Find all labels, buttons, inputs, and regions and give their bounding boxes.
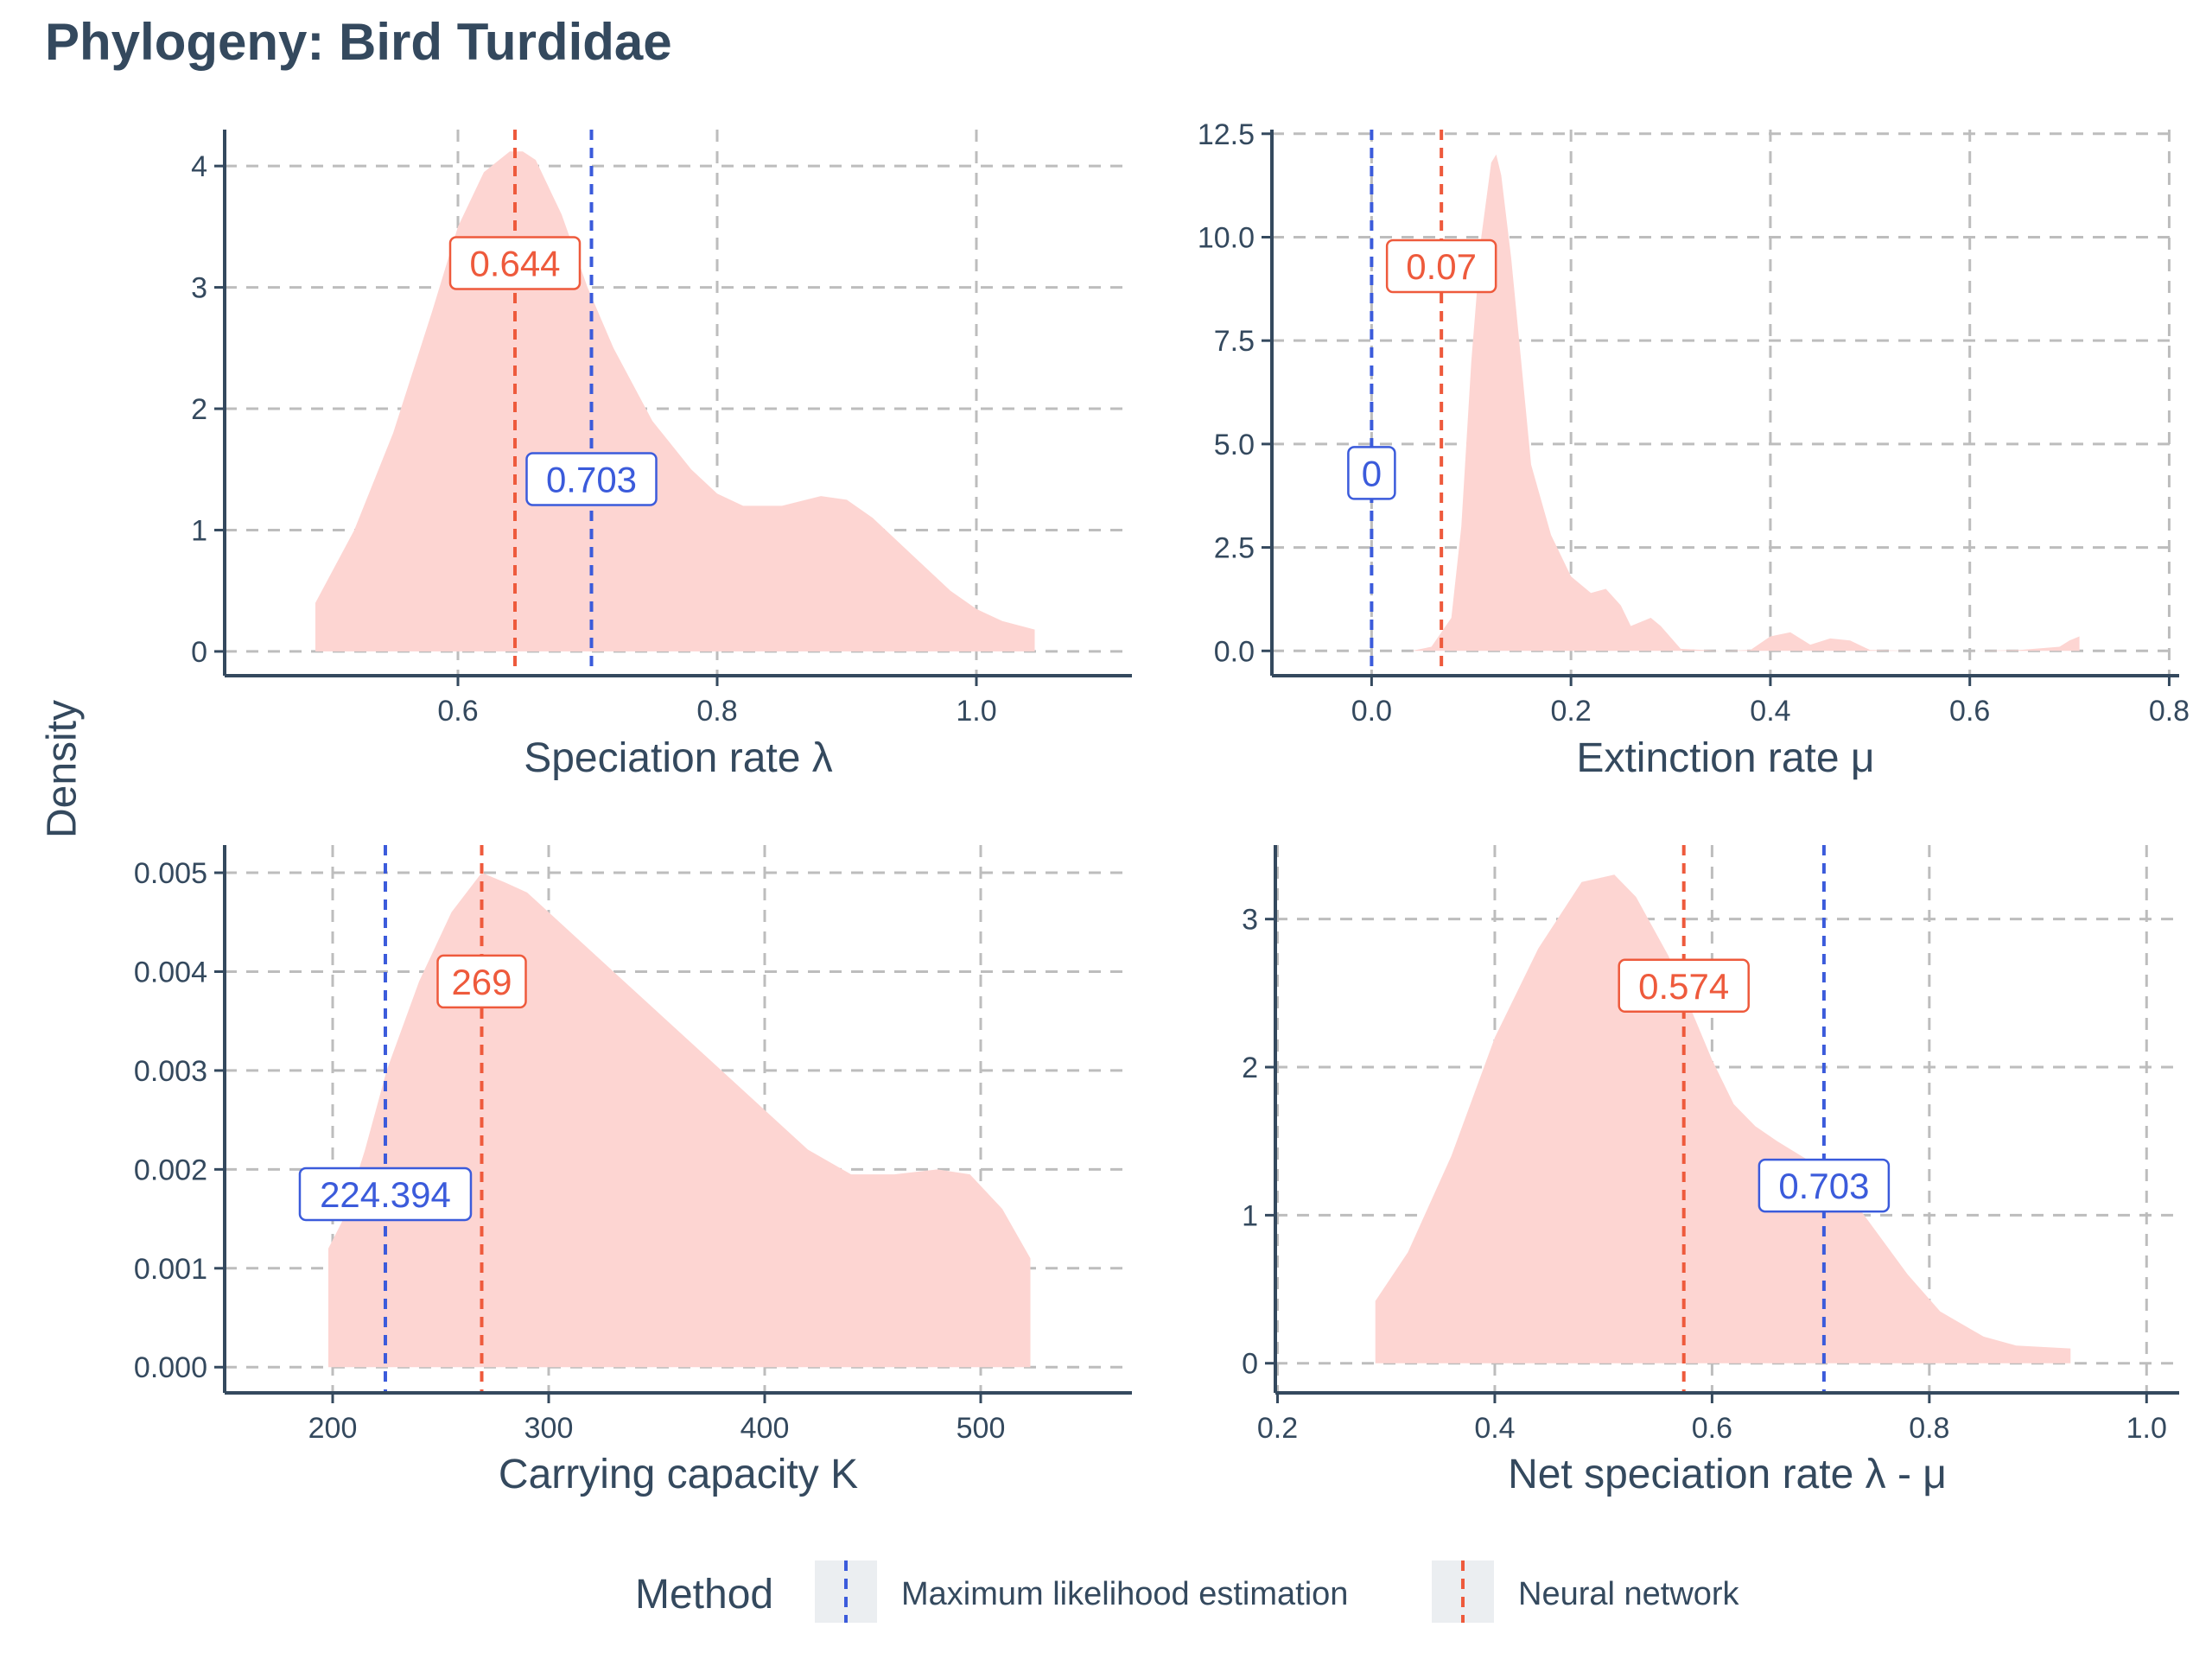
panel4-y-tick-label: 1 [1242, 1199, 1258, 1232]
panel3-y-tick-label: 0.003 [134, 1055, 207, 1088]
panel3-mle-value-label: 224.394 [320, 1174, 451, 1215]
panel2-y-tick-label: 10.0 [1198, 221, 1255, 254]
panel4-mle-value-label: 0.703 [1778, 1166, 1869, 1206]
panel4-x-tick-label: 1.0 [2126, 1412, 2167, 1445]
panel3-nn-label-box [436, 954, 527, 1009]
panel1-y-tick-label: 4 [191, 150, 207, 183]
legend-label-nn: Neural network [1518, 1576, 1739, 1612]
plot-area: 0 1 2 3 4 0.6 0.8 1.0 Speciation rate λ 0.644 0.70… [134, 118, 2190, 1497]
panel3-nn-value-label: 269 [451, 962, 512, 1002]
panel4-x-tick-label: 0.4 [1474, 1412, 1515, 1445]
panel3-y-tick-label: 0.000 [134, 1351, 207, 1384]
panel3-y-tick-label: 0.004 [134, 956, 207, 988]
panel1-y-tick-label: 1 [191, 514, 207, 547]
panel2-mle-label-box [1347, 446, 1396, 500]
panel4-x-tick-label: 0.6 [1692, 1412, 1732, 1445]
panel2-x-tick-label: 0.6 [1949, 695, 1990, 728]
panel3-density-area [328, 873, 1031, 1368]
panel4-density-area [1375, 874, 2071, 1363]
panel1-y-tick-label: 2 [191, 393, 207, 426]
panel4-y-tick-label: 0 [1242, 1348, 1258, 1381]
panel2-y-tick-label: 5.0 [1214, 429, 1255, 461]
panel1-y-tick-label: 3 [191, 272, 207, 305]
panel3-x-tick-label: 300 [524, 1412, 574, 1445]
panel3-x-tick-label: 200 [308, 1412, 358, 1445]
panel2-y-tick-label: 0.0 [1214, 635, 1255, 668]
panel1-x-tick-label: 0.6 [437, 695, 478, 728]
panel2-x-axis-label: Extinction rate μ [1576, 735, 1874, 781]
legend-key-nn [1432, 1560, 1494, 1623]
panel2-density-area [1411, 154, 2080, 652]
panel3-x-tick-label: 500 [957, 1412, 1006, 1445]
panel2-y-tick-label: 7.5 [1214, 325, 1255, 358]
panel3-x-axis-label: Carrying capacity K [499, 1452, 858, 1497]
panel1-x-axis-label: Speciation rate λ [524, 735, 833, 781]
panel1-density-area [315, 151, 1035, 652]
panel4-x-axis-label: Net speciation rate λ - μ [1508, 1452, 1947, 1497]
panel4-nn-value-label: 0.574 [1638, 966, 1729, 1007]
panel3-y-tick-label: 0.001 [134, 1253, 207, 1286]
panel4-y-tick-label: 3 [1242, 904, 1258, 937]
panel4-x-tick-label: 0.8 [1909, 1412, 1949, 1445]
legend-title: Method [635, 1572, 774, 1618]
panel1-x-tick-label: 0.8 [696, 695, 737, 728]
legend-key-mle [815, 1560, 877, 1623]
legend: Method Maximum likelihood estimation Neu… [0, 1555, 2212, 1633]
panel1-x-tick-label: 1.0 [956, 695, 996, 728]
panel3-mle-label-box [298, 1166, 473, 1222]
panel2-nn-value-label: 0.07 [1406, 246, 1477, 287]
panel2-x-tick-label: 0.8 [2149, 695, 2190, 728]
panel3-x-tick-label: 400 [741, 1412, 790, 1445]
panel1-mle-label-box [525, 452, 658, 506]
panel2-y-tick-label: 12.5 [1198, 118, 1255, 151]
panel2-x-tick-label: 0.0 [1351, 695, 1392, 728]
panel2-x-tick-label: 0.2 [1551, 695, 1592, 728]
panel4-mle-label-box [1758, 1158, 1891, 1213]
panel3-y-tick-label: 0.005 [134, 857, 207, 890]
legend-label-mle: Maximum likelihood estimation [901, 1576, 1349, 1612]
panel1-nn-label-box [448, 236, 582, 290]
panel2-y-tick-label: 2.5 [1214, 532, 1255, 565]
panel4-nn-label-box [1618, 958, 1750, 1014]
chart-title: Phylogeny: Bird Turdidae [45, 13, 672, 71]
panel4-y-tick-label: 2 [1242, 1052, 1258, 1084]
panel1-y-tick-label: 0 [191, 636, 207, 669]
panel2-x-tick-label: 0.4 [1750, 695, 1790, 728]
panel4-x-tick-label: 0.2 [1257, 1412, 1298, 1445]
panel3-y-tick-label: 0.002 [134, 1154, 207, 1186]
panel1-mle-value-label: 0.703 [546, 459, 637, 499]
panel1-nn-value-label: 0.644 [469, 243, 560, 283]
panel2-nn-label-box [1385, 238, 1497, 294]
panel2-mle-value-label: 0 [1362, 453, 1382, 493]
